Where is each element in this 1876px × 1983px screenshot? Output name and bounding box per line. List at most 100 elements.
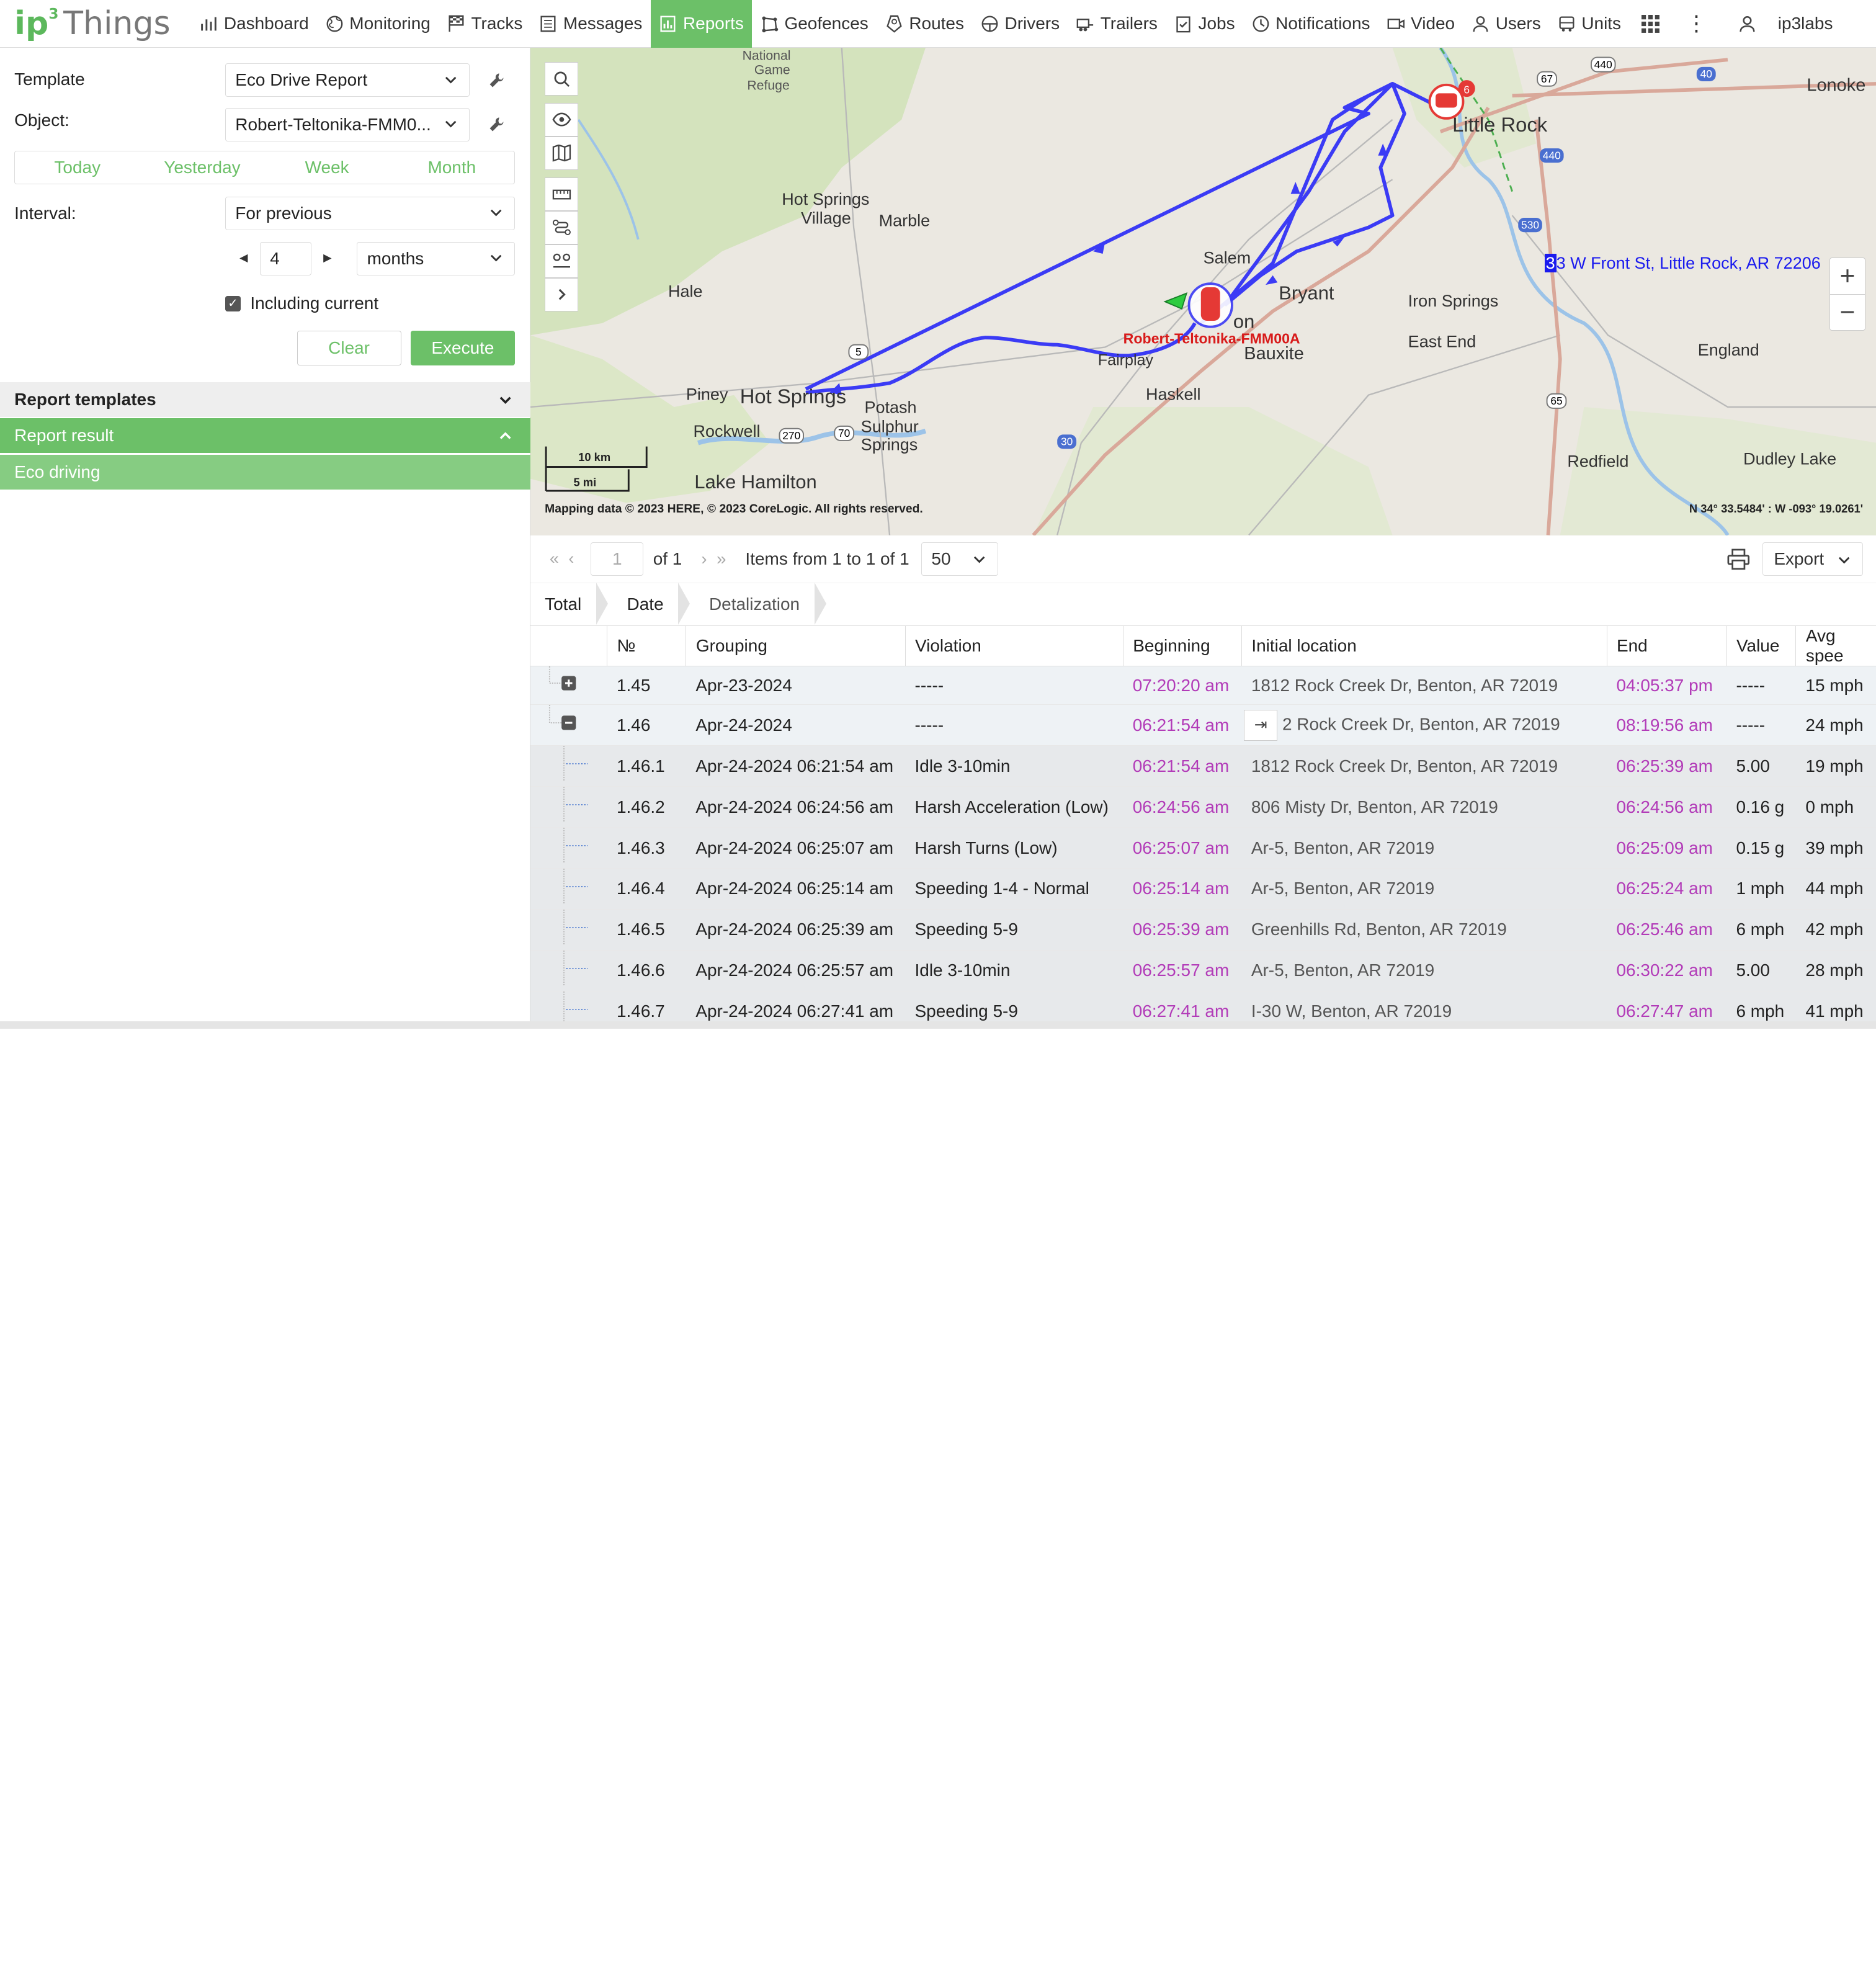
- wrench-icon[interactable]: [488, 116, 507, 135]
- chevron-down-icon: [445, 120, 457, 128]
- unit-select[interactable]: months: [357, 241, 515, 275]
- table-row[interactable]: 1.45 Apr-23-2024 ----- 07:20:20 am 1812 Rock…: [530, 666, 1876, 705]
- table-row[interactable]: 1.46.4 Apr-24-2024 06:25:14 am Speeding 1-…: [530, 868, 1876, 910]
- nav-reports[interactable]: Reports: [650, 0, 753, 48]
- routes-icon: [887, 15, 902, 33]
- zoom-out-button[interactable]: −: [1830, 293, 1865, 330]
- cell-no: 1.45: [607, 666, 686, 705]
- nav-video[interactable]: Video: [1378, 0, 1463, 48]
- table-row[interactable]: 1.46.5 Apr-24-2024 06:25:39 am Speeding 5-…: [530, 909, 1876, 951]
- table-row[interactable]: 1.46.6 Apr-24-2024 06:25:57 am Idle 3-10mi…: [530, 950, 1876, 992]
- reports-icon: [660, 16, 676, 32]
- column-header[interactable]: Beginning: [1123, 626, 1242, 667]
- next-page-icon[interactable]: ›: [701, 548, 707, 568]
- more-vertical-icon[interactable]: ⋮: [1686, 12, 1707, 36]
- place-label-fairplay: Fairplay: [1098, 352, 1154, 369]
- cell-loc: ⇥ 2 Rock Creek Dr, Benton, AR 72019: [1241, 704, 1607, 746]
- nav-trailers[interactable]: Trailers: [1068, 0, 1166, 48]
- minor-roads: [530, 48, 1876, 535]
- tab-total[interactable]: Total: [530, 583, 607, 625]
- export-button[interactable]: Export: [1762, 542, 1864, 576]
- prev-page-icon[interactable]: ‹: [568, 549, 574, 568]
- place-label-hot-springs: Hot Springs: [740, 385, 846, 408]
- column-header[interactable]: Avg spee: [1795, 626, 1876, 667]
- last-page-icon[interactable]: »: [716, 548, 726, 568]
- eco-driving-item[interactable]: Eco driving: [0, 455, 530, 490]
- period-yesterday[interactable]: Yesterday: [164, 158, 241, 177]
- table-row[interactable]: 1.46.1 Apr-24-2024 06:21:54 am Idle 3-10mi…: [530, 745, 1876, 787]
- execute-button[interactable]: Execute: [410, 330, 515, 365]
- location-details-icon[interactable]: ⇥: [1244, 709, 1278, 741]
- interval-select[interactable]: For previous: [225, 196, 515, 230]
- decrement-arrow-icon[interactable]: ◀: [239, 251, 248, 264]
- nav-geofences[interactable]: Geofences: [752, 0, 877, 48]
- period-month[interactable]: Month: [427, 158, 476, 177]
- tree-cell[interactable]: [530, 666, 607, 705]
- user-menu[interactable]: ip3labs: [1722, 14, 1840, 34]
- column-header[interactable]: Grouping: [686, 626, 906, 667]
- nav-routes[interactable]: Routes: [877, 0, 972, 48]
- report-templates-section[interactable]: Report templates: [0, 382, 530, 417]
- page-input[interactable]: 1: [591, 542, 644, 576]
- map-measure-button[interactable]: [545, 177, 579, 211]
- collapse-icon[interactable]: [530, 705, 607, 741]
- nav-tracks[interactable]: Tracks: [439, 0, 530, 48]
- table-row[interactable]: 1.46.2 Apr-24-2024 06:24:56 am Harsh Accel…: [530, 786, 1876, 828]
- table-row[interactable]: 1.46.3 Apr-24-2024 06:25:07 am Harsh Turns…: [530, 827, 1876, 869]
- column-header[interactable]: №: [607, 626, 687, 667]
- page-of: of 1: [653, 548, 682, 568]
- including-current-checkbox[interactable]: ✓: [225, 295, 241, 311]
- tab-date[interactable]: Date: [612, 583, 690, 625]
- chevron-down-icon: [973, 556, 985, 563]
- tab-detalization[interactable]: Detalization: [695, 583, 826, 625]
- unit-marker[interactable]: [1163, 282, 1233, 328]
- object-select[interactable]: Robert-Teltonika-FMM0...: [225, 107, 470, 141]
- cell-violation: Idle 3-10min: [905, 950, 1123, 992]
- nav-units[interactable]: Units: [1549, 0, 1629, 48]
- nav-dashboard[interactable]: Dashboard: [192, 0, 317, 48]
- count-input[interactable]: 4: [259, 241, 311, 275]
- period-today[interactable]: Today: [54, 158, 101, 177]
- map-expand-button[interactable]: [545, 277, 579, 311]
- map-layers-button[interactable]: [545, 136, 579, 171]
- report-result-section[interactable]: Report result: [0, 418, 530, 453]
- column-header[interactable]: Initial location: [1241, 626, 1607, 667]
- map-view[interactable]: National Game Refuge Hot Springs Village…: [530, 48, 1876, 535]
- nav-monitoring[interactable]: Monitoring: [317, 0, 439, 48]
- apps-grid-icon[interactable]: [1630, 14, 1672, 33]
- nav-drivers[interactable]: Drivers: [972, 0, 1068, 48]
- clear-button[interactable]: Clear: [297, 330, 401, 365]
- column-header[interactable]: Violation: [905, 626, 1123, 667]
- first-page-icon[interactable]: «: [549, 549, 559, 568]
- map-visibility-button[interactable]: [545, 102, 579, 137]
- template-select[interactable]: Eco Drive Report: [225, 63, 470, 97]
- cell-end: 06:25:09 am: [1607, 827, 1727, 869]
- nav-messages[interactable]: Messages: [531, 0, 651, 48]
- cell-end: 06:24:56 am: [1607, 786, 1727, 828]
- increment-arrow-icon[interactable]: ▶: [323, 251, 332, 264]
- map-canvas[interactable]: National Game Refuge Hot Springs Village…: [530, 48, 1876, 535]
- column-header[interactable]: Value: [1726, 626, 1797, 667]
- tree-cell[interactable]: [530, 704, 607, 746]
- map-search-button[interactable]: [545, 62, 579, 96]
- cluster-marker[interactable]: 6: [1428, 80, 1475, 120]
- print-icon[interactable]: [1726, 548, 1751, 575]
- period-week[interactable]: Week: [305, 158, 349, 177]
- ip3things-logo[interactable]: ip 3 Things: [0, 0, 192, 48]
- interval-label: Interval:: [14, 204, 76, 223]
- expand-icon[interactable]: [530, 666, 607, 700]
- zoom-in-button[interactable]: +: [1839, 261, 1856, 290]
- nav-jobs[interactable]: Jobs: [1166, 0, 1243, 48]
- scale-mi: 5 mi: [573, 476, 596, 489]
- map-route-button[interactable]: [545, 210, 579, 244]
- map-points-button[interactable]: [545, 244, 579, 278]
- nav-notifications[interactable]: Notifications: [1243, 0, 1378, 48]
- table-row[interactable]: 1.46 Apr-24-2024 ----- 06:21:54 am ⇥ 2 Rock C…: [530, 704, 1876, 746]
- nav-users[interactable]: Users: [1463, 0, 1550, 48]
- per-page-select[interactable]: 50: [921, 542, 998, 576]
- cell-grouping: Apr-24-2024 06:24:56 am: [686, 786, 906, 828]
- column-header[interactable]: End: [1607, 626, 1727, 667]
- cell-begin: 06:25:14 am: [1123, 868, 1242, 910]
- wrench-icon[interactable]: [488, 72, 507, 91]
